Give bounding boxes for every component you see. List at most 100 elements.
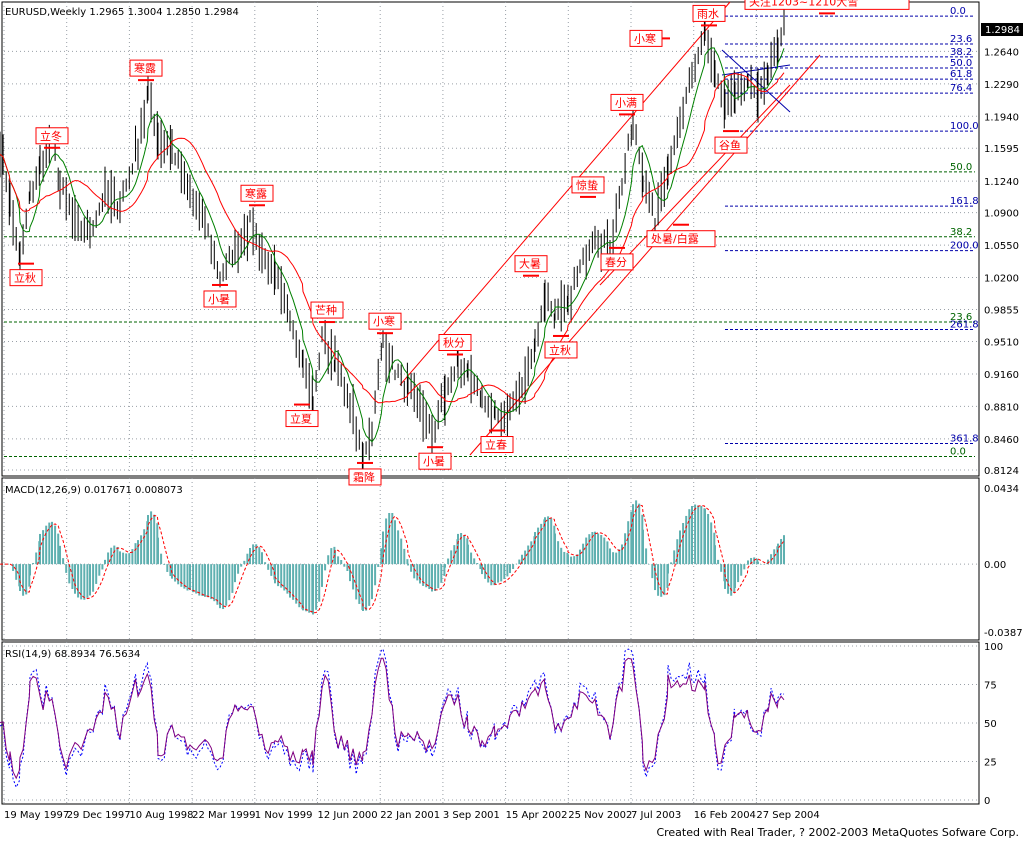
price-tick-label: 0.9855 — [984, 306, 1019, 317]
annotation-box — [610, 93, 644, 111]
annotation-box — [418, 452, 452, 470]
grid-lines — [3, 2, 978, 804]
fib-level-label: 100.0 — [950, 121, 979, 132]
annotation-label: 霜降 — [353, 470, 375, 484]
macd-histogram — [0, 500, 785, 615]
rsi-tick-label: 75 — [984, 681, 997, 692]
fibonacci-levels: 0.023.638.250.061.876.4100.050.0161.838.… — [4, 6, 979, 457]
annotation-box — [600, 253, 634, 271]
annotation-label: 处暑/白露 — [651, 232, 699, 246]
fib-level-label: 23.6 — [950, 312, 972, 323]
annotation-label: 小寒 — [634, 31, 656, 45]
annotation-label: 立夏 — [290, 412, 312, 426]
date-tick-label: 22 Jan 2001 — [380, 810, 440, 821]
annotation-label: 大暑 — [519, 257, 541, 271]
date-tick-label: 29 Dec 1997 — [67, 810, 131, 821]
credit-footer: Created with Real Trader, ? 2002-2003 Me… — [656, 826, 1019, 839]
annotation-box — [480, 436, 514, 454]
annotation-label: 雨水 — [697, 7, 719, 20]
fib-level-label: 23.6 — [950, 34, 972, 45]
last-price-tag — [981, 23, 1023, 36]
annotation-box — [714, 136, 748, 154]
fib-level-label: 76.4 — [950, 83, 972, 94]
price-tick-label: 0.8810 — [984, 402, 1019, 413]
price-tick-label: 1.1940 — [984, 112, 1019, 123]
macd-tick-label: 0.0434 — [984, 484, 1019, 495]
annotation-label: 寒露 — [134, 61, 156, 75]
annotation-label: 立冬 — [40, 129, 62, 143]
rsi-lines — [0, 648, 785, 789]
annotation-label: 关注1203~1210大雪 — [749, 0, 858, 8]
annotation-box — [310, 301, 344, 319]
price-tick-label: 0.8124 — [984, 466, 1019, 477]
trend-line — [721, 49, 791, 113]
annotation-box — [646, 230, 716, 248]
price-tick-label: 0.9510 — [984, 338, 1019, 349]
season-annotations: 立冬立秋寒露寒露小暑芒种小寒立夏霜降秋分小暑立春大暑立秋惊蛰春分小满处暑/白露小… — [9, 0, 910, 486]
annotation-box — [571, 176, 605, 194]
fib-level-label: 50.0 — [950, 58, 972, 69]
moving-averages — [0, 47, 785, 443]
rsi-main-line — [0, 657, 785, 780]
annotation-label: 立秋 — [549, 343, 571, 357]
date-tick-label: 15 Apr 2002 — [506, 810, 568, 821]
date-tick-label: 1 Nov 1999 — [255, 810, 313, 821]
price-title: EURUSD,Weekly 1.2965 1.3004 1.2850 1.298… — [5, 7, 239, 18]
fib-level-label: 38.2 — [950, 227, 972, 238]
ma-line — [0, 72, 785, 404]
fib-level-label: 200.0 — [950, 241, 979, 252]
fib-level-label: 50.0 — [950, 162, 972, 173]
annotation-box — [544, 341, 578, 359]
annotation-label: 谷鱼 — [719, 138, 741, 152]
annotation-label: 小暑 — [423, 455, 445, 468]
annotation-box — [744, 0, 910, 10]
date-tick-label: 3 Sep 2001 — [443, 810, 500, 821]
annotation-label: 小满 — [615, 96, 637, 109]
price-tick-label: 1.2290 — [984, 80, 1019, 91]
annotation-label: 芒种 — [315, 303, 337, 317]
trend-line — [721, 64, 791, 76]
date-tick-label: 10 Aug 1998 — [129, 810, 193, 821]
annotation-box — [240, 184, 274, 202]
annotation-label: 小寒 — [373, 314, 395, 328]
rsi-tick-label: 50 — [984, 719, 997, 730]
rsi-tick-label: 25 — [984, 758, 997, 769]
annotation-label: 秋分 — [443, 335, 465, 349]
price-tick-label: 1.0550 — [984, 241, 1019, 252]
macd-tick-label: 0.00 — [984, 560, 1006, 571]
date-tick-label: 16 Feb 2004 — [694, 810, 756, 821]
trend-line — [399, 1, 731, 386]
annotation-label: 春分 — [605, 256, 627, 269]
macd-signal-line — [0, 504, 785, 614]
rsi-title: RSI(14,9) 68.8934 76.5634 — [5, 649, 140, 660]
date-tick-label: 12 Jun 2000 — [318, 810, 378, 821]
annotation-box — [438, 333, 472, 351]
fib-level-label: 161.8 — [950, 196, 979, 207]
annotation-label: 小暑 — [208, 293, 230, 306]
fib-level-label: 361.8 — [950, 433, 979, 444]
annotation-box — [9, 269, 43, 287]
last-price-value: 1.2984 — [985, 25, 1020, 36]
annotation-box — [285, 410, 319, 428]
rsi-tick-label: 100 — [984, 642, 1003, 653]
annotation-box — [129, 59, 163, 77]
price-tick-label: 0.8460 — [984, 435, 1019, 446]
ma-line — [0, 47, 785, 443]
fib-level-label: 261.8 — [950, 319, 979, 330]
annotation-box — [203, 290, 237, 308]
annotation-box — [348, 468, 382, 486]
date-tick-label: 27 Sep 2004 — [756, 810, 819, 821]
date-tick-label: 22 Mar 1999 — [192, 810, 255, 821]
fib-level-label: 61.8 — [950, 69, 972, 80]
annotation-label: 寒露 — [245, 186, 267, 200]
macd-panel[interactable] — [1, 477, 980, 641]
price-tick-label: 0.9160 — [984, 370, 1019, 381]
price-tick-label: 1.1240 — [984, 177, 1019, 188]
price-tick-label: 1.0200 — [984, 274, 1019, 285]
fib-level-label: 0.0 — [950, 6, 966, 17]
axis-labels: 1.2640 1.2290 1.1940 1.1595 1.1240 1.0900 1.05… — [4, 47, 1023, 821]
price-tick-label: 1.0900 — [984, 209, 1019, 220]
annotation-box — [368, 312, 402, 330]
